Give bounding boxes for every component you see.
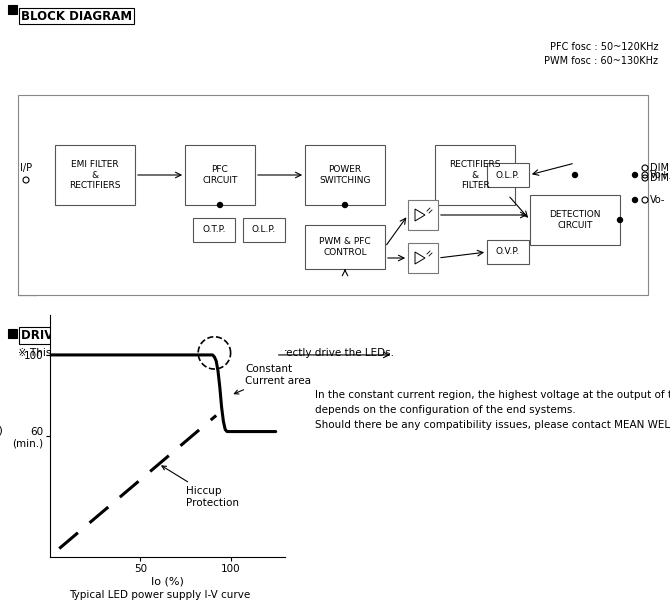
Bar <box>193 218 235 242</box>
Text: Hiccup
Protection: Hiccup Protection <box>162 466 239 508</box>
Bar <box>435 145 515 205</box>
Circle shape <box>218 203 222 208</box>
Bar <box>243 218 285 242</box>
Text: Vo+: Vo+ <box>650 170 670 180</box>
Circle shape <box>572 172 578 177</box>
Text: ※ This series works in constant current mode to directly drive the LEDs.: ※ This series works in constant current … <box>18 348 394 358</box>
Text: RECTIFIERS
&
FILTER: RECTIFIERS & FILTER <box>450 160 500 190</box>
Bar <box>487 163 529 187</box>
Text: DIM-: DIM- <box>650 173 670 183</box>
Text: DIM+: DIM+ <box>650 163 670 173</box>
Text: Typical LED power supply I-V curve: Typical LED power supply I-V curve <box>70 590 251 600</box>
Circle shape <box>618 218 622 223</box>
Text: I/P: I/P <box>20 163 32 173</box>
Bar <box>8 329 17 338</box>
Text: EMI FILTER
&
RECTIFIERS: EMI FILTER & RECTIFIERS <box>69 160 121 190</box>
Bar <box>8 5 17 14</box>
Text: PFC
CIRCUIT: PFC CIRCUIT <box>202 165 238 185</box>
Text: POWER
SWITCHING: POWER SWITCHING <box>319 165 371 185</box>
Bar <box>185 145 255 205</box>
Bar <box>530 195 620 245</box>
Text: O.T.P.: O.T.P. <box>202 226 226 235</box>
Text: O.L.P.: O.L.P. <box>496 171 520 180</box>
Circle shape <box>632 172 637 177</box>
Bar <box>55 145 135 205</box>
Text: BLOCK DIAGRAM: BLOCK DIAGRAM <box>21 10 132 22</box>
Bar <box>408 200 438 230</box>
Text: Vo-: Vo- <box>650 195 665 205</box>
Text: Constant
Current area: Constant Current area <box>234 364 311 394</box>
Bar <box>408 243 438 273</box>
Bar <box>18 95 648 295</box>
Y-axis label: Vo(%): Vo(%) <box>0 425 3 436</box>
Text: In the constant current region, the highest voltage at the output of the driver
: In the constant current region, the high… <box>315 390 670 430</box>
Bar <box>487 240 529 264</box>
Text: PFC fosc : 50~120KHz
PWM fosc : 60~130KHz: PFC fosc : 50~120KHz PWM fosc : 60~130KH… <box>544 42 658 66</box>
Text: PWM & PFC
CONTROL: PWM & PFC CONTROL <box>319 237 371 257</box>
Circle shape <box>632 197 637 203</box>
Circle shape <box>342 203 348 208</box>
Text: DRIVING METHODS OF LED MODULE: DRIVING METHODS OF LED MODULE <box>21 329 260 342</box>
X-axis label: Io (%): Io (%) <box>151 577 184 586</box>
Text: O.V.P.: O.V.P. <box>496 247 520 257</box>
Bar <box>305 225 385 269</box>
Bar <box>305 145 385 205</box>
Text: DETECTION
CIRCUIT: DETECTION CIRCUIT <box>549 211 601 230</box>
Text: O.L.P.: O.L.P. <box>252 226 276 235</box>
